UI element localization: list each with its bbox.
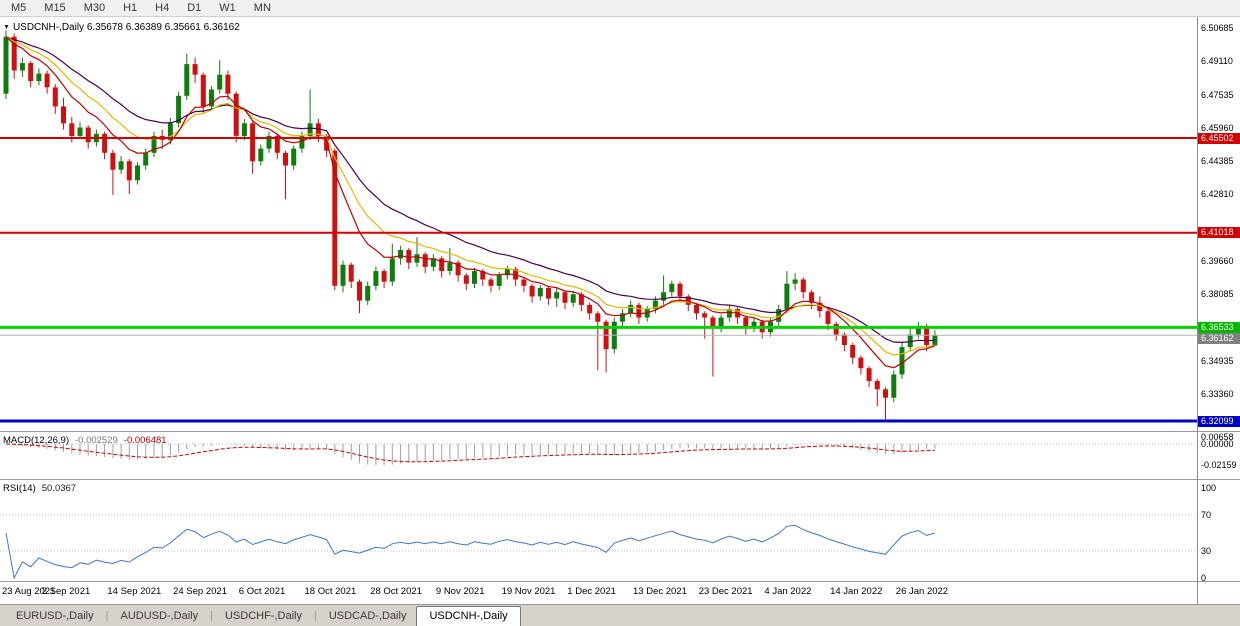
price-line-badge: 6.36533 — [1198, 321, 1240, 333]
price-axis-label: 6.42810 — [1201, 189, 1234, 200]
chart-region[interactable]: ▼ USDCNH-,Daily 6.35678 6.36389 6.35661 … — [0, 17, 1197, 604]
date-axis-label: 4 Jan 2022 — [764, 586, 812, 597]
date-axis-label: 18 Oct 2021 — [304, 586, 357, 597]
timeframe-button-mn[interactable]: MN — [253, 2, 271, 14]
price-axis-label: 6.45960 — [1201, 122, 1234, 133]
date-axis-label: 26 Jan 2022 — [895, 586, 949, 597]
timeframe-button-w1[interactable]: W1 — [219, 2, 236, 14]
tab-usdcnh[interactable]: USDCNH-,Daily — [416, 606, 521, 626]
price-line-badge: 6.32099 — [1198, 415, 1240, 427]
macd-label: MACD(12,26,9) -0.002529 -0.006481 — [3, 435, 167, 446]
rsi-name: RSI(14) — [3, 483, 36, 494]
tab-separator: | — [313, 609, 317, 622]
chart-title-text: USDCNH-,Daily 6.35678 6.36389 6.35661 6.… — [12, 22, 240, 33]
rsi-label: RSI(14) 50.0367 — [3, 483, 76, 494]
tab-separator: | — [210, 609, 213, 622]
price-line-badge: 6.45502 — [1198, 132, 1240, 144]
date-axis-label: 13 Dec 2021 — [633, 586, 687, 597]
date-axis-label: 14 Jan 2022 — [830, 586, 883, 597]
date-axis-label: 19 Nov 2021 — [501, 586, 556, 597]
macd-axis-label: 0.00000 — [1201, 438, 1234, 449]
tab-separator: | — [105, 609, 109, 622]
date-axis-label: 6 Oct 2021 — [238, 586, 286, 597]
date-axis[interactable]: 23 Aug 2021 2 Sep 2021 14 Sep 2021 24 Sep 2… — [0, 583, 1197, 599]
date-axis-label: 28 Oct 2021 — [370, 586, 422, 597]
price-axis-label: 6.39660 — [1201, 255, 1234, 266]
chart-title: ▼ USDCNH-,Daily 6.35678 6.36389 6.35661 … — [3, 22, 240, 33]
date-axis-label: 2 Sep 2021 — [41, 586, 91, 597]
price-line-badge: 6.41018 — [1198, 227, 1240, 239]
symbol-dropdown-icon[interactable]: ▼ — [3, 24, 10, 31]
tab-audusd[interactable]: AUDUSD-,Daily — [120, 609, 199, 622]
timeframe-button-h1[interactable]: H1 — [123, 2, 138, 14]
chart-canvas[interactable] — [0, 17, 1197, 604]
date-axis-label: 23 Aug 2021 — [2, 586, 56, 597]
price-axis-label: 6.44385 — [1201, 156, 1234, 167]
panel-divider — [1198, 479, 1240, 480]
rsi-axis-label: 30 — [1201, 545, 1212, 556]
price-axis-label: 6.50685 — [1201, 23, 1234, 34]
macd-axis-label: 0.00658 — [1201, 431, 1234, 442]
macd-name: MACD(12,26,9) — [3, 435, 69, 446]
date-axis-label: 14 Sep 2021 — [107, 586, 162, 597]
price-axis-label: 6.47535 — [1201, 89, 1234, 100]
timeframe-button-m5[interactable]: M5 — [11, 2, 27, 14]
price-axis-label: 6.33360 — [1201, 388, 1234, 399]
timeframe-button-d1[interactable]: D1 — [187, 2, 202, 14]
timeframe-button-m30[interactable]: M30 — [83, 2, 106, 14]
macd-main-value: -0.002529 — [75, 435, 118, 446]
panel-divider — [1198, 581, 1240, 582]
panel-divider — [1198, 431, 1240, 432]
macd-signal-value: -0.006481 — [123, 435, 167, 446]
macd-axis-label: -0.02159 — [1201, 460, 1237, 471]
rsi-axis-label: 100 — [1201, 482, 1217, 493]
price-line-badge: 6.36162 — [1198, 332, 1240, 344]
chart-tabs-bar: EURUSD-,Daily | AUDUSD-,Daily | USDCHF-,Dail… — [0, 604, 1240, 626]
timeframe-button-h4[interactable]: H4 — [155, 2, 170, 14]
timeframe-button-m15[interactable]: M15 — [44, 2, 66, 14]
date-axis-label: 23 Dec 2021 — [698, 586, 753, 597]
date-axis-label: 9 Nov 2021 — [435, 586, 485, 597]
tab-usdchf[interactable]: USDCHF-,Daily — [224, 609, 302, 622]
price-axis[interactable]: 6.50685 6.49110 6.47535 6.45960 6.44385 6.428… — [1197, 17, 1240, 604]
date-axis-label: 1 Dec 2021 — [567, 586, 616, 597]
rsi-value: 50.0367 — [41, 483, 77, 494]
price-axis-label: 6.38085 — [1201, 289, 1234, 300]
timeframe-toolbar: M5 M15 M30 H1 H4 D1 W1 MN — [0, 0, 1240, 17]
price-axis-label: 6.34935 — [1201, 355, 1234, 366]
rsi-axis-label: 0 — [1201, 572, 1207, 583]
date-axis-label: 24 Sep 2021 — [173, 586, 227, 597]
tab-usdcad[interactable]: USDCAD-,Daily — [328, 609, 407, 622]
rsi-axis-label: 70 — [1201, 509, 1212, 520]
tab-eurusd[interactable]: EURUSD-,Daily — [16, 609, 94, 622]
price-axis-label: 6.49110 — [1201, 56, 1233, 67]
